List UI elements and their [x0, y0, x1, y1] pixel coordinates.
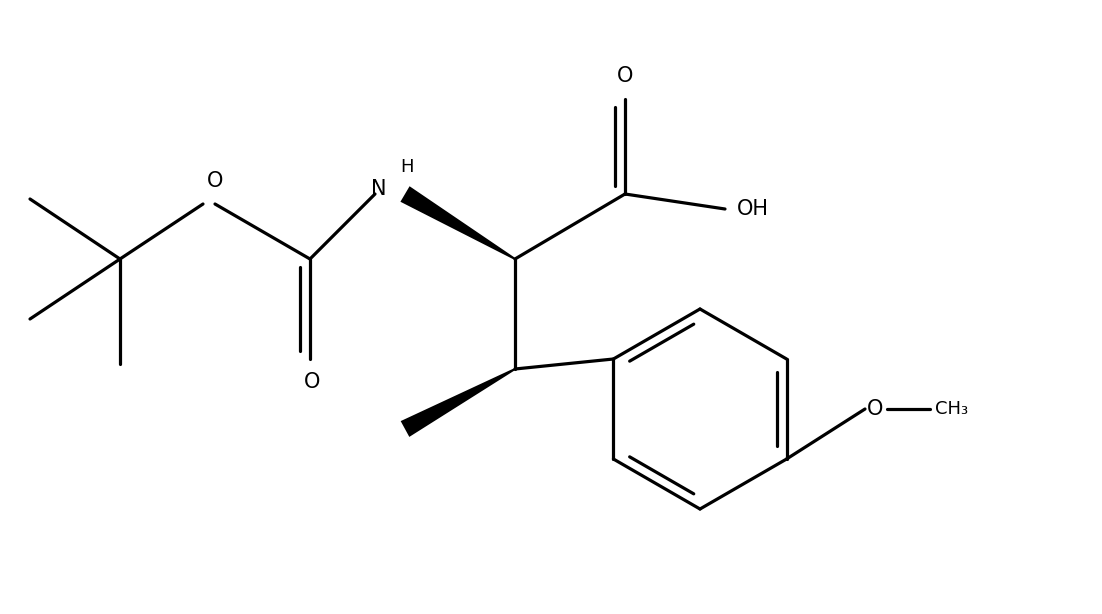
Polygon shape — [401, 368, 516, 437]
Text: O: O — [207, 171, 224, 191]
Text: O: O — [617, 66, 634, 86]
Text: N: N — [371, 179, 387, 199]
Polygon shape — [400, 186, 516, 260]
Text: H: H — [400, 158, 413, 176]
Text: OH: OH — [737, 199, 769, 219]
Text: O: O — [304, 372, 321, 392]
Text: O: O — [867, 399, 884, 419]
Text: CH₃: CH₃ — [934, 400, 969, 418]
